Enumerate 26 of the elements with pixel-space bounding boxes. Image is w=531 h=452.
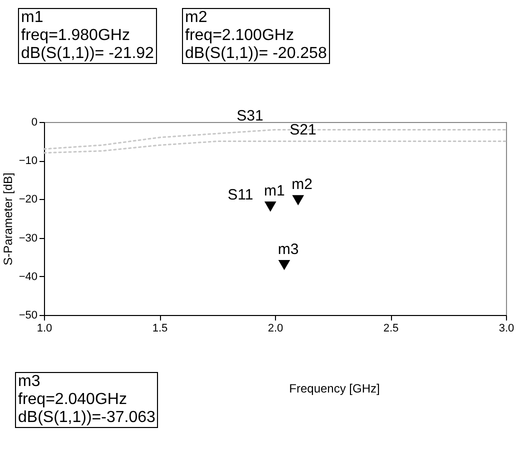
y-tick-label: 0: [31, 116, 38, 128]
text: m1 freq=1.980GHz dB(S(1,1))= -21.92: [18, 8, 157, 64]
x-tick-label: 2.5: [383, 322, 399, 334]
x-tick-label: 3.0: [498, 322, 514, 334]
point: [264, 201, 276, 212]
annotation: m3: [278, 241, 299, 258]
text: m2 freq=2.100GHz dB(S(1,1))= -20.258: [182, 8, 330, 64]
y-tick-label: −30: [18, 232, 38, 244]
annotation: m1: [264, 182, 285, 200]
series-label: S31: [236, 108, 264, 125]
line-series: [43, 140, 507, 154]
annotation: m2: [292, 176, 313, 194]
x-tick-label: 2.0: [268, 322, 284, 334]
x-tick-label: 1.5: [152, 322, 168, 334]
point: [278, 260, 290, 270]
y-tick-label: −40: [18, 270, 38, 283]
x-axis-title: Frequency [GHz]: [289, 382, 380, 396]
x-tick-label: 1.0: [36, 322, 52, 334]
y-tick-label: −20: [18, 194, 38, 206]
y-tick-label: −50: [18, 310, 38, 322]
y-axis-title: S-Parameter [dB]: [0, 172, 15, 266]
series-label: S21: [290, 121, 316, 138]
text: m3 freq=2.040GHz dB(S(1,1))=-37.063: [15, 372, 158, 428]
y-tick-label: −10: [18, 155, 38, 168]
series-label: S11: [228, 186, 254, 204]
point: [292, 195, 304, 206]
